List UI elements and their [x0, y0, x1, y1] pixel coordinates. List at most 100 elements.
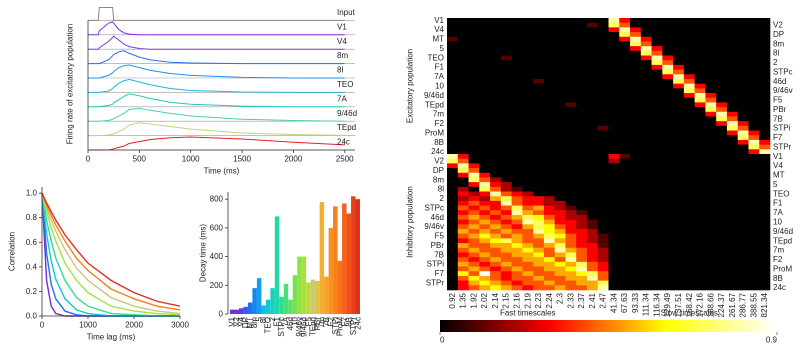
heatmap-cell	[651, 154, 663, 159]
heatmap-cell	[705, 186, 717, 192]
heatmap-cell	[673, 247, 685, 253]
heatmap-cell	[490, 27, 502, 33]
heatmap-cell	[694, 205, 706, 211]
heatmap-cell	[630, 168, 642, 174]
heatmap-cell	[640, 200, 652, 206]
heatmap-cell	[457, 214, 469, 220]
heatmap-cell	[490, 93, 502, 99]
heatmap-cell	[630, 97, 642, 103]
heatmap-cell	[630, 243, 642, 249]
heatmap-cell	[673, 107, 685, 113]
column-group-label: Fast timescales	[500, 309, 556, 318]
row-label: PBr	[773, 105, 787, 114]
heatmap-cell	[468, 107, 480, 113]
heatmap-cell	[748, 191, 760, 197]
heatmap-cell	[759, 41, 771, 47]
heatmap-cell	[683, 139, 695, 145]
heatmap-cell	[705, 125, 717, 131]
heatmap-cell	[457, 149, 469, 155]
heatmap-cell	[468, 55, 480, 61]
heatmap-cell	[683, 130, 695, 136]
heatmap-cell	[748, 224, 760, 230]
heatmap-cell	[457, 135, 469, 141]
heatmap-cell	[522, 196, 534, 202]
heatmap-cell	[619, 163, 631, 169]
heatmap-cell	[447, 271, 459, 277]
heatmap-cell	[716, 27, 728, 33]
heatmap-cell	[651, 168, 663, 174]
heatmap-cell	[554, 233, 566, 239]
heatmap-cell	[490, 121, 502, 127]
heatmap-cell	[651, 252, 663, 258]
heatmap-cell	[597, 172, 609, 178]
row-group-label: Excitatory population	[406, 49, 415, 123]
column-label: 1.92	[469, 292, 478, 308]
heatmap-cell	[468, 135, 480, 141]
heatmap-cell	[726, 186, 738, 192]
heatmap-cell	[651, 36, 663, 42]
heatmap-cell	[683, 60, 695, 66]
heatmap-cell	[608, 74, 620, 80]
bar	[279, 296, 284, 314]
heatmap-cell	[651, 172, 663, 178]
heatmap-cell	[511, 130, 523, 136]
heatmap-cell	[576, 93, 588, 99]
heatmap-cell	[759, 196, 771, 202]
heatmap-cell	[694, 93, 706, 99]
heatmap-cell	[479, 238, 491, 244]
heatmap-cell	[565, 83, 577, 89]
heatmap-cell	[683, 238, 695, 244]
heatmap-cell	[597, 22, 609, 28]
heatmap-cell	[479, 229, 491, 235]
heatmap-cell	[759, 229, 771, 235]
heatmap-cell	[673, 233, 685, 239]
heatmap-cell	[673, 41, 685, 47]
y-axis-label: Firing rate of excitatory population	[66, 24, 75, 145]
heatmap-cell	[759, 163, 771, 169]
heatmap-cell	[662, 130, 674, 136]
heatmap-cell	[694, 69, 706, 75]
heatmap-cell	[651, 219, 663, 225]
heatmap-cell	[716, 46, 728, 52]
heatmap-cell	[673, 125, 685, 131]
heatmap-cell	[716, 111, 728, 117]
heatmap-cell	[479, 22, 491, 28]
heatmap-cell	[651, 280, 663, 286]
heatmap-cell	[705, 219, 717, 225]
heatmap-cell	[447, 280, 459, 286]
y-tick-label: 1.0	[26, 189, 38, 198]
heatmap-cell	[608, 125, 620, 131]
heatmap-cell	[468, 27, 480, 33]
heatmap-cell	[716, 224, 728, 230]
heatmap-cell	[673, 69, 685, 75]
heatmap-cell	[737, 285, 749, 291]
heatmap-cell	[640, 32, 652, 38]
x-tick-label: 3000	[171, 321, 189, 330]
heatmap-cell	[565, 233, 577, 239]
heatmap-cell	[522, 257, 534, 263]
correlation-line	[41, 192, 181, 315]
heatmap-cell	[576, 139, 588, 145]
heatmap-cell	[597, 116, 609, 122]
heatmap-cell	[608, 102, 620, 108]
heatmap-cell	[479, 186, 491, 192]
heatmap-cell	[522, 177, 534, 183]
heatmap-cell	[447, 41, 459, 47]
heatmap-cell	[673, 229, 685, 235]
heatmap-cell	[447, 78, 459, 84]
heatmap-cell	[673, 121, 685, 127]
heatmap-cell	[490, 182, 502, 188]
heatmap-cell	[576, 219, 588, 225]
heatmap-cell	[576, 205, 588, 211]
heatmap-cell	[522, 46, 534, 52]
heatmap-cell	[554, 46, 566, 52]
heatmap-cell	[576, 125, 588, 131]
heatmap-cell	[468, 22, 480, 28]
heatmap-cell	[447, 177, 459, 183]
heatmap-cell	[759, 149, 771, 155]
heatmap-cell	[748, 238, 760, 244]
heatmap-cell	[543, 182, 555, 188]
heatmap-cell	[619, 102, 631, 108]
heatmap-cell	[586, 41, 599, 47]
heatmap-cell	[640, 144, 652, 150]
